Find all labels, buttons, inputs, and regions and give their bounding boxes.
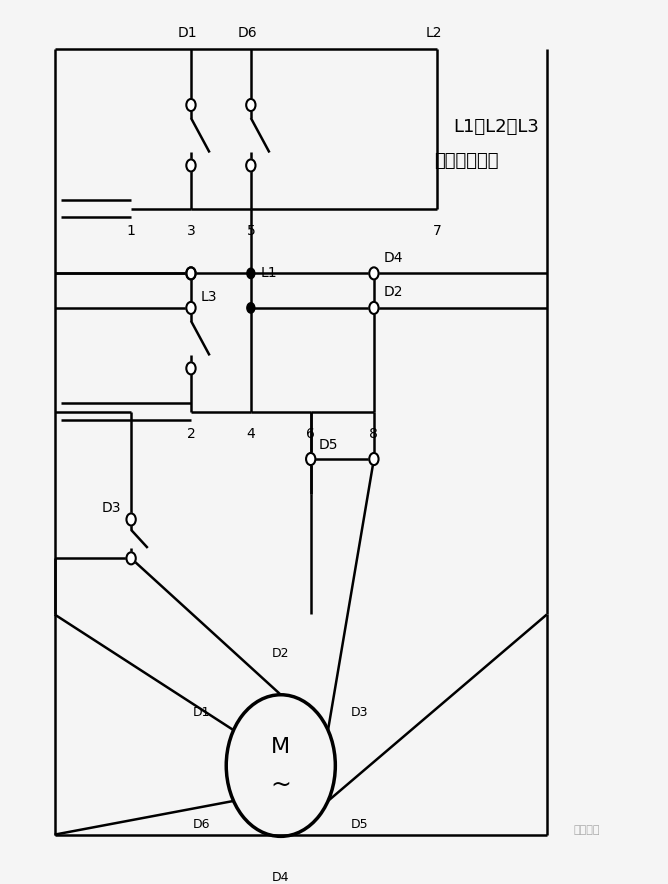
Circle shape: [246, 99, 255, 111]
Text: L1: L1: [261, 266, 277, 280]
Circle shape: [369, 301, 379, 314]
Circle shape: [246, 159, 255, 171]
Text: D6: D6: [193, 819, 210, 831]
Text: D5: D5: [319, 438, 338, 452]
Circle shape: [186, 301, 196, 314]
Text: D4: D4: [272, 871, 289, 884]
Text: M: M: [271, 736, 291, 757]
Text: D1: D1: [178, 27, 198, 41]
Text: 3: 3: [186, 225, 195, 238]
Circle shape: [126, 552, 136, 564]
Text: D6: D6: [238, 27, 257, 41]
Circle shape: [186, 159, 196, 171]
Text: D3: D3: [102, 501, 121, 515]
Text: D5: D5: [351, 819, 369, 831]
Text: 6: 6: [307, 427, 315, 441]
Text: 技成培训: 技成培训: [574, 826, 600, 835]
Circle shape: [306, 453, 315, 465]
Text: 为电源进线端: 为电源进线端: [434, 152, 498, 170]
Text: L3: L3: [201, 290, 218, 303]
Text: 4: 4: [246, 427, 255, 441]
Text: 8: 8: [369, 427, 378, 441]
Text: D3: D3: [351, 706, 369, 720]
Text: D4: D4: [384, 251, 403, 264]
Text: 7: 7: [433, 225, 442, 238]
Circle shape: [186, 362, 196, 375]
Text: L1、L2、L3: L1、L2、L3: [454, 118, 540, 135]
Text: 5: 5: [246, 225, 255, 238]
Text: D1: D1: [193, 706, 210, 720]
Circle shape: [186, 267, 196, 279]
Circle shape: [247, 302, 255, 313]
Text: D2: D2: [272, 647, 289, 660]
Text: ~: ~: [271, 773, 291, 796]
Circle shape: [369, 267, 379, 279]
Text: 1: 1: [127, 225, 136, 238]
Circle shape: [186, 99, 196, 111]
Circle shape: [247, 268, 255, 278]
Text: L2: L2: [426, 27, 442, 41]
Circle shape: [186, 267, 196, 279]
Text: 2: 2: [186, 427, 195, 441]
Circle shape: [369, 453, 379, 465]
Text: D2: D2: [384, 286, 403, 300]
Circle shape: [126, 514, 136, 525]
